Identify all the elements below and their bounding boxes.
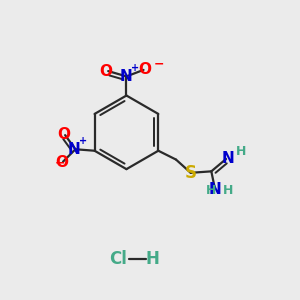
Text: O: O (57, 127, 70, 142)
Text: +: + (79, 136, 87, 146)
Text: H: H (206, 184, 216, 197)
Text: H: H (236, 146, 246, 158)
Text: +: + (131, 63, 140, 74)
Text: H: H (146, 250, 159, 268)
Text: N: N (120, 69, 133, 84)
Text: N: N (68, 142, 80, 157)
Text: Cl: Cl (109, 250, 127, 268)
Text: −: − (54, 156, 65, 169)
Text: N: N (221, 151, 234, 166)
Text: O: O (99, 64, 112, 79)
Text: O: O (139, 62, 152, 77)
Text: −: − (153, 58, 164, 70)
Text: O: O (55, 155, 68, 170)
Text: N: N (208, 182, 221, 196)
Text: H: H (223, 184, 233, 197)
Text: S: S (185, 164, 197, 182)
